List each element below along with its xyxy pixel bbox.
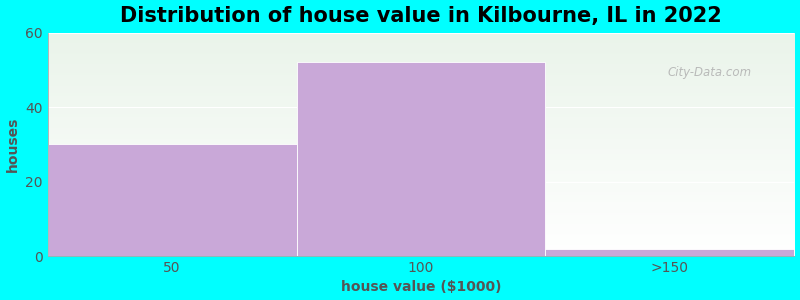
Bar: [47, 144, 297, 256]
Bar: [546, 249, 794, 256]
X-axis label: house value ($1000): house value ($1000): [341, 280, 502, 294]
Bar: [297, 62, 546, 256]
Text: City-Data.com: City-Data.com: [667, 66, 752, 80]
Y-axis label: houses: houses: [6, 117, 19, 172]
Title: Distribution of house value in Kilbourne, IL in 2022: Distribution of house value in Kilbourne…: [120, 6, 722, 26]
